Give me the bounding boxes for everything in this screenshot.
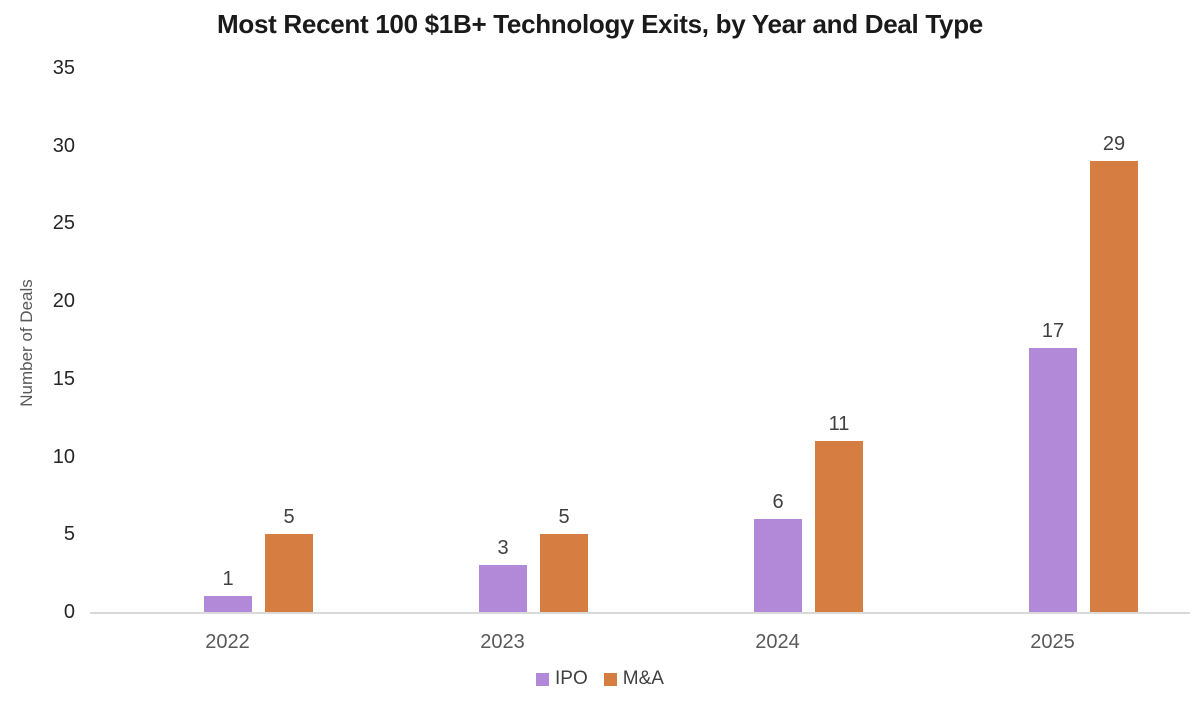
x-tick-label: 2023 — [480, 631, 525, 653]
bar-ma-2025 — [1090, 161, 1138, 612]
chart-title: Most Recent 100 $1B+ Technology Exits, b… — [217, 9, 983, 39]
y-tick-label: 35 — [52, 57, 75, 79]
bar-ma-2022 — [265, 534, 313, 612]
legend-swatch-icon — [603, 672, 617, 686]
data-label: 6 — [772, 490, 784, 513]
legend-label: IPO — [555, 668, 588, 689]
data-label: 11 — [828, 413, 850, 436]
legend-item-ma: M&A — [603, 668, 664, 690]
bar-ipo-2024 — [754, 518, 802, 612]
bar-ipo-2022 — [204, 596, 252, 612]
data-label: 1 — [222, 568, 234, 591]
y-tick-label: 15 — [52, 367, 75, 390]
legend-label: M&A — [622, 668, 664, 689]
x-tick-label: 2024 — [755, 631, 800, 653]
legend-item-ipo: IPO — [536, 668, 588, 690]
y-tick-label: 30 — [52, 134, 75, 157]
y-tick-label: 5 — [63, 523, 75, 546]
y-tick-label: 25 — [52, 212, 75, 235]
x-axis-line — [90, 612, 1190, 614]
bar-ma-2023 — [540, 534, 588, 612]
x-tick-label: 2025 — [1030, 631, 1075, 653]
y-tick-label: 20 — [52, 290, 75, 313]
data-label: 5 — [283, 506, 295, 529]
data-label: 17 — [1041, 319, 1065, 342]
legend-swatch-icon — [536, 672, 550, 686]
y-tick-label: 10 — [52, 445, 75, 468]
y-tick-label: 0 — [63, 601, 75, 623]
bar-ipo-2023 — [479, 565, 527, 612]
x-tick-label: 2022 — [205, 631, 250, 653]
bar-ma-2024 — [815, 441, 863, 612]
data-label: 3 — [497, 537, 509, 560]
bar-ipo-2025 — [1029, 347, 1077, 612]
legend: IPO M&A — [0, 668, 1200, 690]
data-label: 5 — [558, 506, 570, 529]
data-label: 29 — [1102, 133, 1126, 156]
